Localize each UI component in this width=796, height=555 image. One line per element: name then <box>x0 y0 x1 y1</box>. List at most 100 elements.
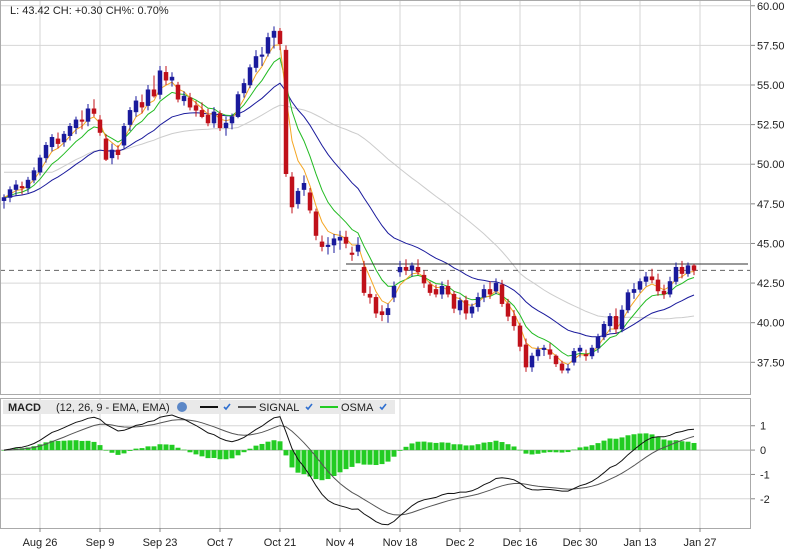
candle-body <box>631 289 637 293</box>
candle-body <box>79 119 85 122</box>
checkmark-icon[interactable] <box>305 403 313 411</box>
osma-bar <box>397 450 403 451</box>
osma-bar <box>217 450 223 460</box>
candlestick <box>223 116 229 136</box>
candlestick <box>643 271 649 287</box>
price-tick-label: 42.50 <box>757 278 785 290</box>
osma-bar <box>265 441 271 451</box>
macd-legend[interactable]: MACD (12, 26, 9 - EMA, EMA) SIGNAL OSMA <box>3 400 395 414</box>
osma-bar <box>289 450 295 468</box>
osma-bar <box>67 440 73 451</box>
osma-bar <box>103 450 109 451</box>
osma-bar <box>577 447 583 451</box>
osma-bar <box>421 441 427 451</box>
candlestick <box>403 259 409 276</box>
candlestick <box>61 130 67 147</box>
candle-body <box>49 137 55 148</box>
candlestick <box>655 273 661 296</box>
candlestick <box>433 284 439 298</box>
osma-bar <box>631 434 637 451</box>
macd-tick-label: 1 <box>760 421 766 433</box>
osma-bar <box>415 441 421 451</box>
candlestick <box>481 284 487 303</box>
checkmark-icon[interactable] <box>223 403 231 411</box>
osma-bar <box>97 445 103 451</box>
candlestick <box>553 354 559 368</box>
candlestick <box>667 276 673 298</box>
candlestick <box>109 143 115 165</box>
osma-bar <box>469 445 475 451</box>
candlestick <box>49 134 55 152</box>
price-panel: 37.50 40.00 42.50 45.00 47.50 50.00 52.50 55.00… <box>0 0 785 395</box>
candle-body <box>601 324 607 338</box>
candle-body <box>169 76 175 81</box>
candlestick <box>13 180 19 196</box>
candle-body <box>511 316 517 327</box>
candlestick <box>25 176 31 193</box>
globe-icon[interactable] <box>177 402 187 412</box>
candlestick <box>325 237 331 255</box>
candle-body <box>247 67 253 86</box>
osma-bar <box>1 450 7 451</box>
candle-body <box>505 303 511 317</box>
candle-body <box>13 184 19 190</box>
candlestick <box>601 321 607 341</box>
candle-body <box>229 116 235 124</box>
candle-body <box>85 108 91 122</box>
candle-body <box>577 347 583 352</box>
candlestick <box>97 115 103 136</box>
osma-bar <box>349 450 355 467</box>
candlestick <box>43 142 49 163</box>
candlestick <box>541 344 547 356</box>
macd-legend-background <box>3 400 395 414</box>
candle-body <box>43 144 49 159</box>
candle-body <box>289 176 295 208</box>
osma-bar <box>391 450 397 457</box>
candle-body <box>655 279 661 292</box>
candlestick <box>67 123 73 141</box>
candle-body <box>91 108 97 114</box>
candlestick <box>451 290 457 314</box>
macd-axis: 1 0 -1 -2 <box>751 421 770 506</box>
candlestick <box>247 64 253 89</box>
candlestick <box>235 91 241 119</box>
osma-bar <box>637 433 643 451</box>
price-tick-label: 57.50 <box>757 40 785 52</box>
candle-body <box>337 236 343 241</box>
osma-legend-label: OSMA <box>341 402 374 414</box>
fast-ema-line <box>3 44 695 366</box>
checkmark-icon[interactable] <box>379 403 387 411</box>
candle-body <box>553 355 559 365</box>
candle-body <box>397 266 403 273</box>
osma-bar <box>493 440 499 451</box>
price-panel-border <box>0 0 751 395</box>
candle-body <box>649 276 655 281</box>
candle-body <box>265 37 271 54</box>
candlestick <box>181 91 187 106</box>
date-tick-label: Dec 16 <box>503 537 538 549</box>
candle-body <box>673 266 679 282</box>
osma-bar <box>403 446 409 451</box>
osma-bar <box>187 450 193 453</box>
candlestick <box>145 84 151 111</box>
osma-bar <box>337 450 343 473</box>
candlestick <box>559 360 565 374</box>
candlestick <box>673 262 679 285</box>
candlestick <box>391 281 397 303</box>
candlestick <box>571 348 577 366</box>
osma-bar <box>553 450 559 453</box>
candlestick <box>577 344 583 358</box>
candlestick <box>55 132 61 149</box>
candlestick <box>205 108 211 127</box>
osma-bar <box>367 450 373 465</box>
date-tick-label: Jan 27 <box>683 537 716 549</box>
date-tick-label: Aug 26 <box>23 537 58 549</box>
candlestick <box>457 297 463 315</box>
candle-body <box>307 192 313 211</box>
candlestick <box>691 264 697 276</box>
macd-tick-label: 0 <box>760 445 766 457</box>
candlestick <box>469 303 475 318</box>
candle-body <box>463 300 469 314</box>
osma-bar <box>157 444 163 451</box>
osma-bar <box>109 450 115 453</box>
